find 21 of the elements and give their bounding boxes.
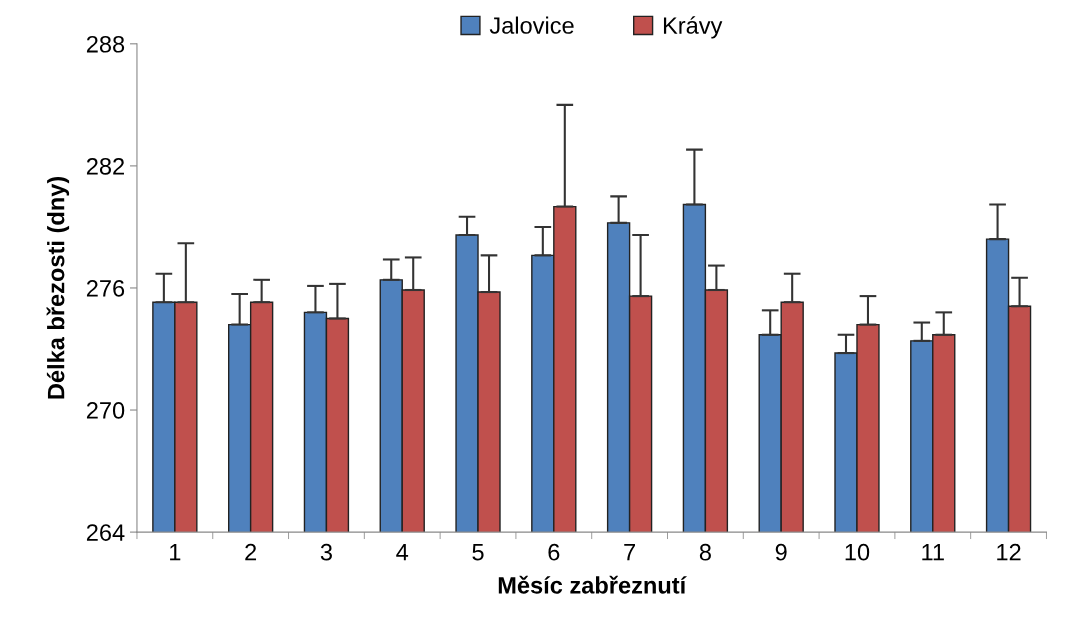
y-tick-label: 264 <box>86 524 125 541</box>
y-axis-title: Délka březosti (dny) <box>46 176 70 399</box>
y-tick-label: 270 <box>86 402 125 419</box>
x-tick-label: 5 <box>472 544 484 561</box>
x-tick-label: 12 <box>997 543 1021 561</box>
x-axis-title: Měsíc zabřeznutí <box>498 575 687 594</box>
x-tick-label: 8 <box>699 543 711 561</box>
x-tick-label: 11 <box>922 544 944 561</box>
x-tick-label: 7 <box>624 544 635 561</box>
x-tick-label: 1 <box>170 544 181 561</box>
x-tick-label: 4 <box>396 544 409 561</box>
y-tick-label: 276 <box>86 280 125 297</box>
legend-label: Krávy <box>663 16 723 39</box>
x-tick-label: 6 <box>548 543 560 561</box>
y-tick-label: 282 <box>86 157 124 175</box>
x-tick-label: 10 <box>845 543 870 561</box>
x-tick-label: 3 <box>320 543 332 561</box>
x-tick-label: 2 <box>245 543 257 561</box>
legend-label: Jalovice <box>489 16 574 34</box>
x-tick-label: 9 <box>775 543 787 561</box>
y-tick-label: 288 <box>86 35 125 53</box>
